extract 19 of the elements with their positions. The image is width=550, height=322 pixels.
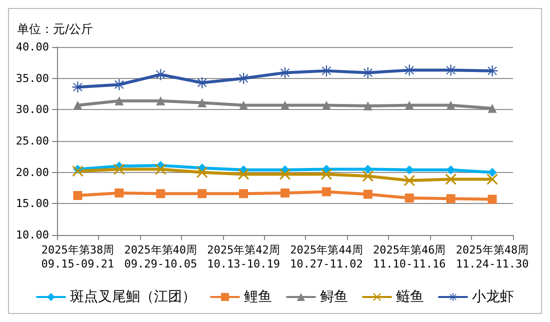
- legend-label: 鲟鱼: [320, 289, 348, 305]
- x-tick-label: 2025年第46周 11.10-11.16: [372, 244, 446, 270]
- y-tick-label: 30.00: [16, 103, 49, 116]
- y-tick-label: 40.00: [16, 40, 49, 54]
- legend-label: 斑点叉尾鮰（江团）: [70, 289, 196, 305]
- x-tick-label: 2025年第42周 10.13-10.19: [207, 244, 280, 270]
- y-axis-title: 单位：元/公斤: [17, 22, 94, 36]
- y-tick-label: 25.00: [16, 134, 49, 148]
- x-tick-label: 2025年第38周 09.15-09.21: [41, 244, 114, 270]
- x-tick-label: 2025年第40周 09.29-10.05: [124, 244, 198, 270]
- legend-label: 鲤鱼: [244, 289, 272, 305]
- y-tick-label: 35.00: [16, 72, 49, 85]
- legend-label: 鲢鱼: [396, 289, 424, 305]
- y-tick-label: 15.00: [16, 197, 49, 210]
- legend-label: 小龙虾: [472, 289, 514, 305]
- y-tick-label: 10.00: [16, 228, 49, 242]
- x-tick-label: 2025年第48周 11.24-11.30: [456, 244, 529, 270]
- x-tick-label: 2025年第44周 10.27-11.02: [290, 244, 363, 270]
- y-tick-label: 20.00: [16, 166, 49, 179]
